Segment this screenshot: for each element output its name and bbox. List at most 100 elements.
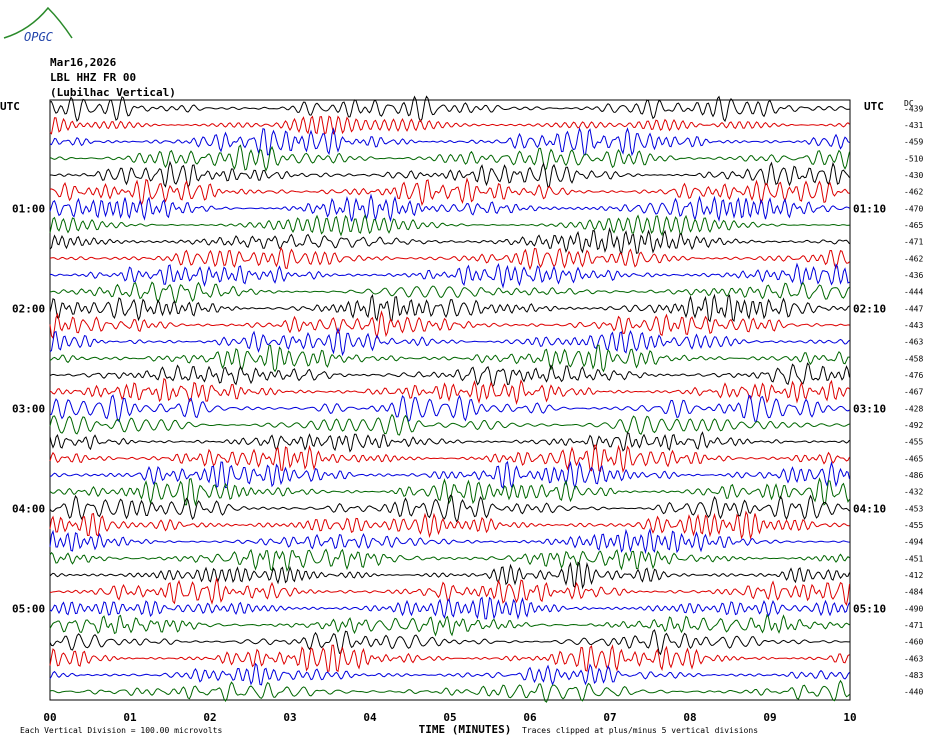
x-tick-label: 07 bbox=[603, 711, 616, 724]
dc-offset: -465 bbox=[904, 221, 923, 230]
dc-offset: -453 bbox=[904, 504, 923, 513]
trace bbox=[49, 576, 850, 606]
dc-offset: -455 bbox=[904, 438, 923, 447]
trace bbox=[49, 281, 850, 304]
dc-offset: -462 bbox=[904, 254, 923, 263]
x-tick-label: 04 bbox=[363, 711, 377, 724]
left-time-label: 02:00 bbox=[12, 302, 45, 315]
right-time-label: 03:10 bbox=[853, 402, 886, 415]
trace bbox=[49, 115, 850, 135]
x-tick-label: 00 bbox=[43, 711, 56, 724]
right-time-label: 05:10 bbox=[853, 602, 886, 615]
offset-title: DC bbox=[904, 99, 914, 108]
dc-offset: -440 bbox=[904, 688, 923, 697]
trace bbox=[49, 460, 850, 490]
trace bbox=[49, 527, 850, 555]
dc-offset: -458 bbox=[904, 354, 923, 363]
dc-offset: -490 bbox=[904, 604, 923, 613]
trace bbox=[49, 596, 850, 620]
trace bbox=[49, 193, 850, 223]
dc-offset: -476 bbox=[904, 371, 923, 380]
dc-offset: -470 bbox=[904, 204, 923, 213]
dc-offset: -465 bbox=[904, 454, 923, 463]
dc-offset: -483 bbox=[904, 671, 923, 680]
left-time-label: 01:00 bbox=[12, 202, 45, 215]
dc-offset: -459 bbox=[904, 138, 923, 147]
dc-offset: -436 bbox=[904, 271, 923, 280]
trace bbox=[49, 262, 850, 289]
trace bbox=[49, 377, 850, 405]
trace bbox=[50, 160, 850, 189]
dc-offset: -492 bbox=[904, 421, 923, 430]
trace bbox=[49, 662, 850, 686]
trace bbox=[49, 444, 850, 473]
dc-offset: -494 bbox=[904, 538, 923, 547]
trace bbox=[49, 144, 850, 172]
trace bbox=[49, 644, 850, 673]
x-title: TIME (MINUTES) bbox=[419, 723, 512, 736]
x-tick-label: 03 bbox=[283, 711, 296, 724]
right-time-label: 01:10 bbox=[853, 202, 886, 215]
dc-offset: -471 bbox=[904, 621, 923, 630]
trace bbox=[49, 362, 850, 388]
right-unit: UTC bbox=[864, 100, 884, 113]
clip-note: Traces clipped at plus/minus 5 vertical … bbox=[522, 726, 758, 735]
dc-offset: -431 bbox=[904, 121, 923, 130]
trace bbox=[49, 127, 850, 157]
trace bbox=[49, 561, 850, 590]
x-tick-label: 01 bbox=[123, 711, 137, 724]
dc-offset: -443 bbox=[904, 321, 923, 330]
station: LBL HHZ FR 00 bbox=[50, 71, 136, 84]
location: (Lubilhac Vertical) bbox=[50, 86, 176, 99]
plot-frame bbox=[49, 99, 851, 701]
dc-offset: -463 bbox=[904, 654, 923, 663]
left-time-label: 05:00 bbox=[12, 602, 45, 615]
trace bbox=[49, 95, 850, 123]
dc-offset: -439 bbox=[904, 104, 923, 113]
dc-offset: -484 bbox=[904, 588, 923, 597]
dc-offset: -486 bbox=[904, 471, 923, 480]
trace bbox=[49, 477, 850, 507]
dc-offset: -451 bbox=[904, 554, 923, 563]
logo: OPGC bbox=[3, 6, 73, 44]
right-time-label: 04:10 bbox=[853, 502, 886, 515]
x-tick-label: 10 bbox=[843, 711, 856, 724]
dc-offset: -447 bbox=[904, 304, 923, 313]
trace bbox=[49, 413, 850, 436]
right-time-label: 02:10 bbox=[853, 302, 886, 315]
trace bbox=[49, 246, 850, 271]
trace bbox=[49, 613, 850, 637]
trace bbox=[49, 494, 850, 523]
dc-offset: -467 bbox=[904, 388, 923, 397]
trace bbox=[49, 394, 850, 423]
dc-offset: -455 bbox=[904, 521, 923, 530]
logo-text: OPGC bbox=[24, 30, 54, 44]
date: Mar16,2026 bbox=[50, 56, 117, 69]
x-tick-label: 06 bbox=[523, 711, 537, 724]
trace bbox=[49, 293, 850, 323]
trace bbox=[49, 310, 850, 340]
trace bbox=[49, 344, 850, 373]
dc-offset: -460 bbox=[904, 638, 923, 647]
dc-offset: -444 bbox=[904, 288, 923, 297]
trace bbox=[49, 629, 850, 656]
dc-offset: -462 bbox=[904, 188, 923, 197]
scale-note: Each Vertical Division = 100.00 microvol… bbox=[20, 726, 222, 735]
x-tick-label: 08 bbox=[683, 711, 696, 724]
dc-offset: -471 bbox=[904, 238, 923, 247]
trace bbox=[49, 227, 850, 256]
trace bbox=[49, 327, 850, 357]
dc-offset: -463 bbox=[904, 338, 923, 347]
left-time-label: 04:00 bbox=[12, 502, 45, 515]
dc-offset: -510 bbox=[904, 154, 923, 163]
dc-offset: -428 bbox=[904, 404, 923, 413]
x-tick-label: 09 bbox=[763, 711, 776, 724]
x-tick-label: 05 bbox=[443, 711, 456, 724]
dc-offset: -430 bbox=[904, 171, 923, 180]
trace bbox=[49, 679, 850, 703]
trace bbox=[49, 214, 850, 237]
trace bbox=[49, 177, 850, 207]
left-time-label: 03:00 bbox=[12, 402, 45, 415]
trace bbox=[49, 548, 850, 573]
